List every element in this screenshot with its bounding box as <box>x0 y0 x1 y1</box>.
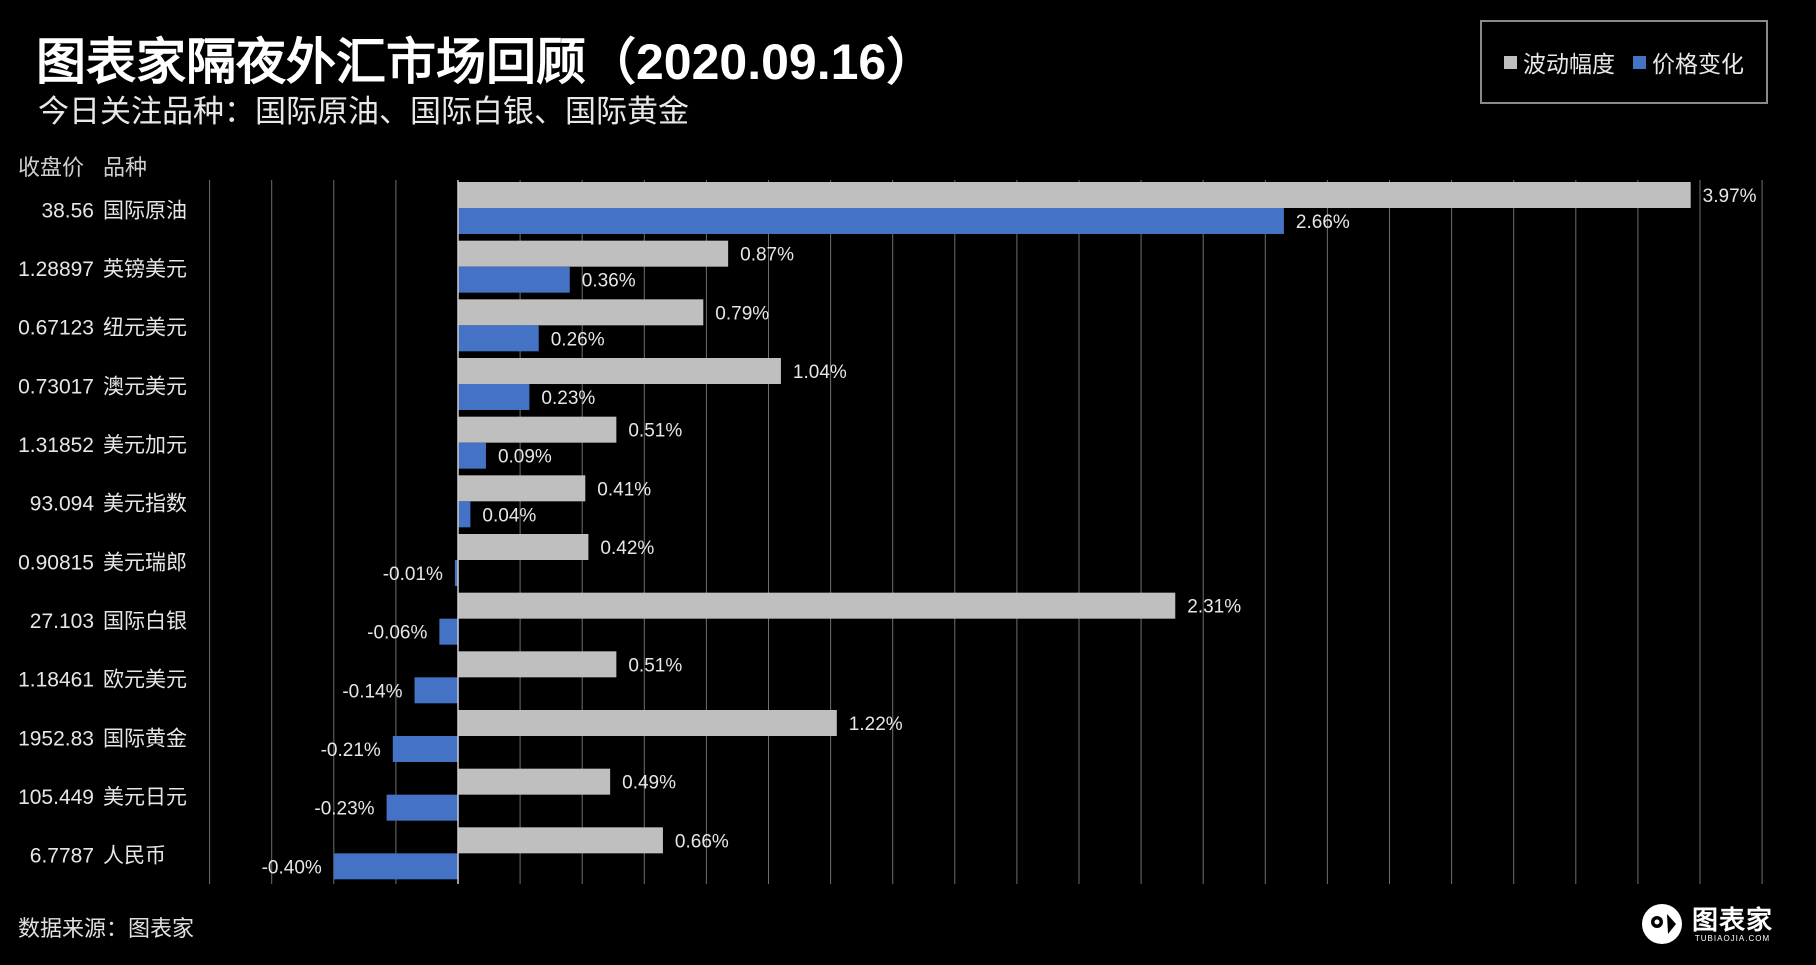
volatility-data-label: 0.51% <box>628 421 682 442</box>
row-price-label: 0.73017 <box>18 375 94 398</box>
row-name-label: 欧元美元 <box>103 669 187 692</box>
price-change-bar <box>454 560 458 586</box>
price-change-bar <box>458 266 570 293</box>
row-name-label: 国际原油 <box>103 199 187 222</box>
price-change-data-label: -0.01% <box>383 564 443 585</box>
volatility-data-label: 0.87% <box>740 245 794 266</box>
legend: 波动幅度 价格变化 <box>1480 20 1768 104</box>
price-change-bar <box>458 501 471 528</box>
price-change-data-label: -0.06% <box>367 623 427 644</box>
volatility-data-label: 0.42% <box>600 538 654 559</box>
legend-swatch-volatility <box>1504 55 1517 69</box>
brand-url: TUBIAOJIA.COM <box>1694 933 1771 943</box>
brand: 图表家 TUBIAOJIA.COM <box>1640 902 1773 946</box>
volatility-bar <box>458 768 611 795</box>
volatility-bar <box>458 651 617 678</box>
legend-item-volatility: 波动幅度 <box>1504 45 1615 79</box>
price-change-bar <box>333 853 458 880</box>
row-name-label: 英镑美元 <box>103 258 187 281</box>
legend-swatch-price-change <box>1633 55 1646 69</box>
chart-subtitle: 今日关注品种：国际原油、国际白银、国际黄金 <box>38 94 689 129</box>
volatility-bar <box>458 592 1176 619</box>
row-price-label: 1952.83 <box>18 727 94 750</box>
price-change-data-label: -0.40% <box>262 857 322 878</box>
volatility-data-label: 3.97% <box>1703 186 1757 207</box>
price-change-bar <box>458 442 486 469</box>
price-change-data-label: -0.21% <box>321 740 381 761</box>
volatility-data-label: 0.66% <box>675 831 729 852</box>
volatility-data-label: 2.31% <box>1187 597 1241 618</box>
row-price-label: 0.90815 <box>18 551 94 574</box>
row-name-label: 国际白银 <box>103 610 187 633</box>
price-change-data-label: 0.23% <box>541 388 595 409</box>
volatility-bar <box>458 534 589 560</box>
row-price-label: 6.7787 <box>30 845 94 868</box>
row-name-label: 美元指数 <box>103 493 187 516</box>
row-price-label: 27.103 <box>30 610 94 633</box>
row-price-label: 1.31852 <box>18 434 94 457</box>
column-header-name: 品种 <box>103 155 148 180</box>
price-change-bar <box>458 384 530 410</box>
bar-chart: 38.56 国际原油 3.97% 2.66% 1.28897 英镑美元 0.87% 0.36%… <box>18 180 1763 884</box>
price-change-bar <box>439 618 458 645</box>
row-price-label: 0.67123 <box>18 317 94 340</box>
row-name-label: 美元加元 <box>103 434 187 457</box>
volatility-bar <box>458 710 837 736</box>
brand-text: 图表家 TUBIAOJIA.COM <box>1692 906 1773 943</box>
price-change-data-label: 0.36% <box>582 271 636 292</box>
volatility-bar <box>458 475 586 502</box>
price-change-bar <box>414 677 458 704</box>
row-price-label: 38.56 <box>41 199 94 222</box>
volatility-data-label: 0.51% <box>628 655 682 676</box>
row-name-label: 美元日元 <box>103 786 187 809</box>
row-price-label: 1.18461 <box>18 669 94 692</box>
price-change-data-label: 0.04% <box>482 505 536 526</box>
volatility-bar <box>458 827 663 854</box>
row-name-label: 美元瑞郎 <box>103 551 187 574</box>
volatility-data-label: 1.22% <box>849 714 903 735</box>
row-name-label: 国际黄金 <box>103 727 187 750</box>
price-change-bar <box>458 208 1284 234</box>
volatility-bar <box>458 240 729 267</box>
volatility-bar <box>458 182 1691 208</box>
legend-item-price-change: 价格变化 <box>1633 45 1744 79</box>
row-price-label: 1.28897 <box>18 258 94 281</box>
legend-label-volatility: 波动幅度 <box>1523 51 1615 77</box>
price-change-data-label: 0.26% <box>551 329 605 350</box>
row-name-label: 人民币 <box>103 845 166 868</box>
price-change-data-label: 2.66% <box>1296 212 1350 233</box>
price-change-bar <box>392 736 458 762</box>
volatility-bar <box>458 416 617 443</box>
row-price-label: 105.449 <box>18 786 94 809</box>
data-source: 数据来源：图表家 <box>18 916 195 941</box>
row-price-label: 93.094 <box>30 493 95 516</box>
brand-logo-icon <box>1642 904 1682 944</box>
price-change-data-label: -0.23% <box>314 799 374 820</box>
volatility-data-label: 0.79% <box>715 303 769 324</box>
volatility-data-label: 0.41% <box>597 479 651 500</box>
row-name-label: 澳元美元 <box>103 375 187 398</box>
price-change-bar <box>458 325 539 352</box>
volatility-bar <box>458 299 704 326</box>
brand-name: 图表家 <box>1692 904 1774 935</box>
chart-title: 图表家隔夜外汇市场回顾（2020.09.16） <box>36 34 937 90</box>
price-change-data-label: -0.14% <box>342 681 402 702</box>
volatility-data-label: 1.04% <box>793 362 847 383</box>
price-change-data-label: 0.09% <box>498 447 552 468</box>
volatility-data-label: 0.49% <box>622 773 676 794</box>
row-name-label: 纽元美元 <box>103 317 187 340</box>
volatility-bar <box>458 358 781 384</box>
column-header-price: 收盘价 <box>18 155 85 180</box>
legend-label-price-change: 价格变化 <box>1652 51 1744 77</box>
price-change-bar <box>386 794 458 821</box>
